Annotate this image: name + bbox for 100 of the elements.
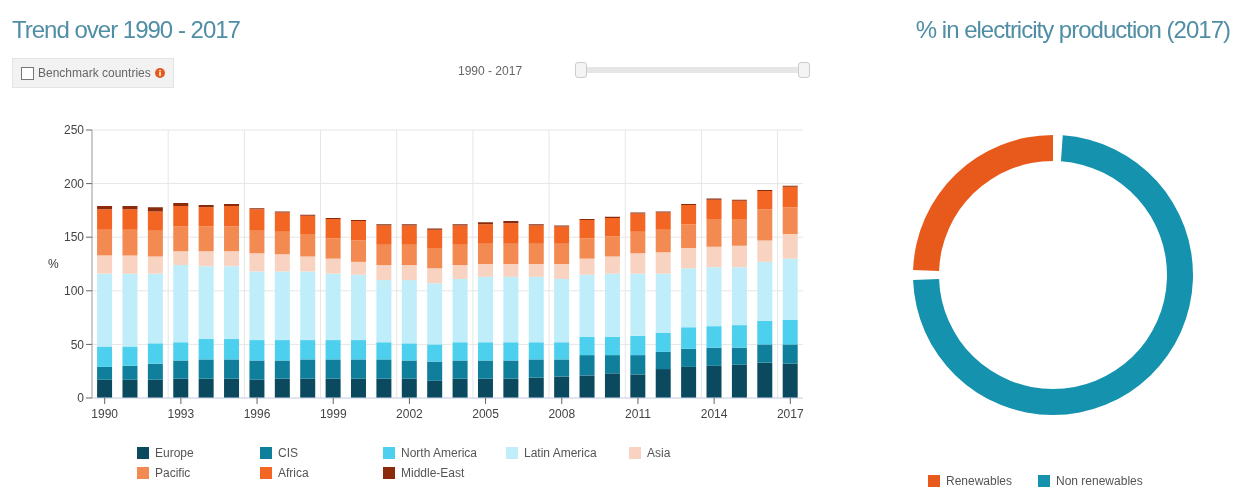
bar — [351, 240, 367, 262]
bar — [452, 265, 468, 280]
bar — [427, 361, 443, 381]
bar — [528, 276, 544, 343]
bar — [173, 342, 189, 361]
bar — [528, 225, 544, 244]
bar — [351, 378, 367, 398]
y-tick-label: 200 — [63, 176, 85, 191]
bar — [452, 225, 468, 245]
bar — [122, 209, 138, 230]
bar — [554, 279, 570, 343]
bar — [274, 212, 290, 232]
bar — [224, 378, 240, 398]
bar — [325, 340, 341, 360]
bar — [173, 378, 189, 398]
bar — [757, 240, 773, 262]
x-tick-label: 2005 — [472, 407, 500, 421]
bar — [655, 229, 671, 253]
bar — [604, 217, 620, 237]
bar — [630, 231, 646, 254]
bar — [655, 212, 671, 230]
bar — [579, 220, 595, 239]
bar — [376, 342, 392, 360]
bar — [604, 273, 620, 337]
bar — [376, 280, 392, 343]
bar — [452, 360, 468, 379]
bar — [503, 342, 519, 361]
bar — [579, 336, 595, 356]
bar — [782, 186, 798, 208]
bar — [528, 264, 544, 277]
y-tick-label: 100 — [63, 284, 85, 299]
bar — [579, 258, 595, 275]
bar — [173, 251, 189, 266]
bar — [351, 261, 367, 275]
legend-label: Europe — [155, 446, 194, 460]
bar — [274, 378, 290, 398]
bar — [630, 253, 646, 274]
bar — [554, 342, 570, 360]
legend-label: Renewables — [946, 474, 1013, 488]
bar — [97, 229, 113, 256]
bar — [731, 347, 747, 365]
text: 1990 - 2017 — [458, 64, 523, 78]
bar — [681, 205, 697, 225]
bar — [731, 245, 747, 268]
bar — [681, 247, 697, 269]
bar — [706, 365, 722, 398]
bar — [325, 258, 341, 274]
bar — [427, 283, 443, 345]
y-tick-label: 250 — [63, 123, 85, 138]
x-tick-label: 1996 — [243, 407, 271, 421]
y-tick-label: 150 — [63, 230, 85, 245]
bar — [401, 244, 417, 266]
bar — [604, 256, 620, 274]
chart-title: % in electricity production (2017) — [915, 16, 1230, 44]
bar — [681, 327, 697, 349]
bar — [147, 273, 163, 344]
bar — [452, 244, 468, 266]
bar — [224, 359, 240, 379]
legend-label: Asia — [647, 446, 671, 460]
bar — [198, 266, 214, 340]
bar — [224, 251, 240, 267]
bar — [198, 226, 214, 252]
x-tick-label: 2014 — [700, 407, 728, 421]
bar — [376, 225, 392, 245]
bar — [198, 251, 214, 267]
x-tick-label: 2017 — [776, 407, 804, 421]
bar — [604, 373, 620, 398]
bar — [655, 369, 671, 398]
bar — [427, 344, 443, 362]
bar — [224, 203, 240, 207]
bar — [630, 213, 646, 232]
bar — [401, 378, 417, 398]
bar — [122, 379, 138, 398]
bar — [528, 359, 544, 378]
bar — [655, 351, 671, 370]
bar — [97, 379, 113, 398]
bar — [97, 346, 113, 367]
bar — [300, 271, 316, 341]
bar — [122, 229, 138, 256]
bar — [97, 206, 113, 210]
donut-slice — [913, 135, 1193, 415]
bar — [376, 359, 392, 379]
bar — [579, 375, 595, 398]
bar — [630, 335, 646, 356]
bar — [351, 221, 367, 241]
bar — [274, 340, 290, 361]
bar — [427, 380, 443, 398]
bar — [477, 360, 493, 379]
bar — [427, 229, 443, 248]
bar — [731, 200, 747, 219]
bar — [97, 273, 113, 347]
bar — [427, 247, 443, 269]
bar — [300, 378, 316, 398]
bar — [249, 360, 265, 380]
bar — [503, 378, 519, 398]
bar — [249, 271, 265, 341]
bar — [579, 355, 595, 376]
bar — [554, 359, 570, 377]
bar — [122, 206, 138, 210]
bar — [503, 221, 519, 224]
